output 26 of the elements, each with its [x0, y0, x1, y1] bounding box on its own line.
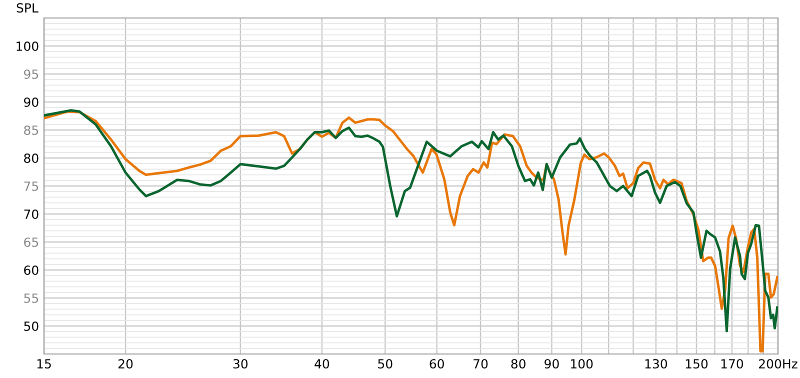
y-tick-label: 60: [24, 265, 38, 275]
x-tick-label: 50: [378, 359, 392, 369]
x-tick-label: 15: [37, 359, 51, 369]
x-tick-label: 90: [544, 359, 559, 369]
x-tick-label: 40: [314, 359, 330, 369]
y-tick-label: 75: [24, 182, 38, 191]
y-tick-label: 90: [24, 97, 38, 107]
y-tick-label: 100: [16, 41, 38, 51]
x-tick-label: 150: [686, 359, 708, 369]
x-tick-label: 100: [571, 359, 593, 369]
y-axis-title: SPL: [16, 3, 38, 13]
x-tick-label: 60: [430, 359, 444, 369]
x-tick-label: 130: [645, 359, 668, 369]
x-tick-label: 20: [118, 359, 133, 369]
x-tick-label: 30: [233, 359, 248, 369]
y-tick-label: 95: [24, 69, 38, 79]
y-tick-label: 70: [24, 209, 38, 219]
x-tick-label: 200Hz: [759, 359, 798, 369]
y-tick-label: 50: [24, 321, 38, 331]
x-tick-label: 170: [721, 359, 744, 369]
x-tick-label: 70: [474, 359, 488, 369]
y-tick-label: 85: [24, 125, 38, 135]
y-tick-label: 65: [24, 237, 38, 247]
y-tick-label: 80: [24, 153, 38, 163]
x-tick-label: 80: [511, 359, 526, 369]
y-tick-label: 55: [24, 294, 38, 303]
